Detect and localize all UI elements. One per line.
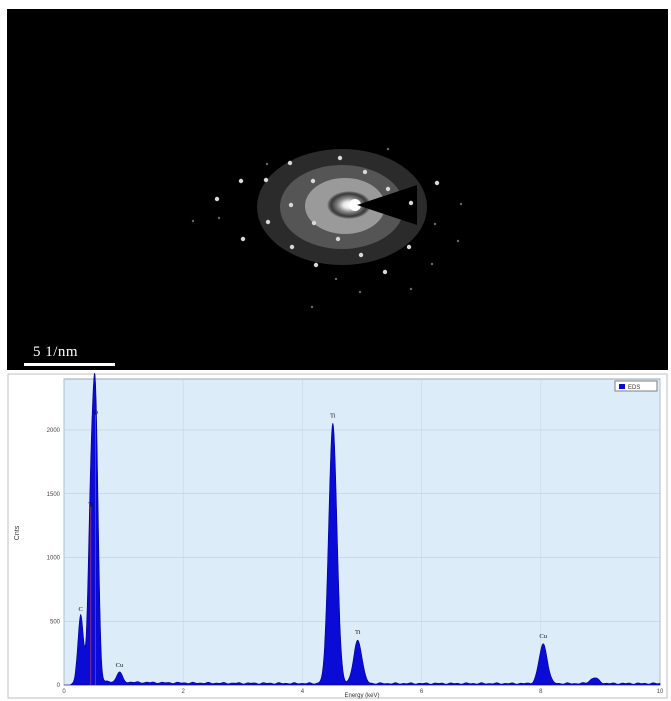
x-tick-label: 8 — [539, 689, 543, 695]
peak-label: Cu — [116, 662, 124, 669]
diffraction-spot — [240, 236, 246, 242]
diffraction-spot — [459, 202, 463, 206]
x-tick-label: 10 — [657, 689, 664, 695]
diffraction-spot — [238, 178, 244, 184]
diffraction-spot — [433, 222, 437, 226]
diffraction-spot — [385, 186, 391, 192]
diffraction-spot — [358, 290, 362, 294]
diffraction-spot — [310, 178, 316, 184]
diffraction-spot — [265, 162, 269, 166]
peak-label: O — [93, 410, 98, 417]
y-tick-label: 500 — [50, 619, 61, 625]
diffraction-spot — [337, 155, 343, 161]
peak-label: C — [79, 606, 83, 613]
diffraction-spot — [289, 244, 295, 250]
y-axis-label: Cnts — [14, 525, 21, 540]
diffraction-spot — [311, 220, 317, 226]
x-axis-label: Energy (keV) — [344, 693, 379, 699]
diffraction-spot — [287, 160, 293, 166]
diffraction-spots — [191, 147, 463, 309]
legend-box — [614, 380, 658, 392]
diffraction-spot — [386, 147, 390, 151]
eds-spectrum-panel: 0 500 1000 1500 2000 0 2 4 6 8 10 C Ti O Cu Ti Ti Cu EDS… — [7, 373, 668, 699]
x-tick-label: 2 — [182, 689, 186, 695]
scale-bar — [24, 363, 115, 366]
grid-lines — [63, 379, 661, 686]
diffraction-spot — [335, 236, 341, 242]
diffraction-spot — [382, 269, 388, 275]
diffraction-pattern-image: 5 1/nm — [7, 9, 668, 370]
diffraction-spot — [310, 305, 314, 309]
diffraction-spot — [456, 239, 460, 243]
diffraction-spot — [214, 196, 220, 202]
diffraction-spot — [191, 219, 195, 223]
peak-label: Cu — [539, 633, 547, 640]
diffraction-spot — [313, 262, 319, 268]
diffraction-spot — [434, 180, 440, 186]
diffraction-spot — [263, 177, 269, 183]
eds-spectrum-chart: 0 500 1000 1500 2000 0 2 4 6 8 10 C Ti O Cu Ti Ti Cu EDS… — [7, 373, 668, 699]
diffraction-spot — [288, 202, 294, 208]
diffraction-spot — [409, 287, 413, 291]
diffraction-spot — [334, 277, 338, 281]
x-tick-label: 4 — [301, 689, 305, 695]
y-tick-label: 1000 — [47, 556, 61, 562]
spectrum-series — [64, 373, 661, 686]
scale-bar-label: 5 1/nm — [33, 344, 79, 360]
x-tick-label: 6 — [420, 689, 424, 695]
diffraction-spot — [362, 169, 368, 175]
legend-swatch — [619, 384, 625, 389]
diffraction-spot — [408, 200, 414, 206]
peak-label: Ti — [355, 629, 361, 636]
spectrum-area — [64, 373, 661, 686]
peak-label: Ti — [88, 502, 94, 509]
diffraction-spot — [265, 219, 271, 225]
plot-area — [63, 378, 661, 686]
diffraction-pattern-drawing — [191, 147, 463, 309]
central-spot — [349, 199, 361, 211]
legend: EDS — [614, 380, 658, 392]
legend-label: EDS — [628, 385, 640, 391]
diffraction-spot — [406, 244, 412, 250]
peak-labels: C Ti O Cu Ti Ti Cu — [79, 410, 548, 669]
diffraction-spot — [358, 252, 364, 258]
diffraction-spot — [430, 262, 434, 266]
beam-stop-shadow — [357, 185, 417, 225]
y-tick-label: 1500 — [47, 492, 61, 498]
diffraction-spot — [217, 216, 221, 220]
peak-label: Ti — [330, 412, 336, 419]
x-tick-label: 0 — [62, 689, 66, 695]
y-tick-label: 0 — [57, 683, 61, 689]
y-tick-label: 2000 — [47, 428, 61, 434]
axis-ticks: 0 500 1000 1500 2000 0 2 4 6 8 10 — [47, 428, 664, 695]
